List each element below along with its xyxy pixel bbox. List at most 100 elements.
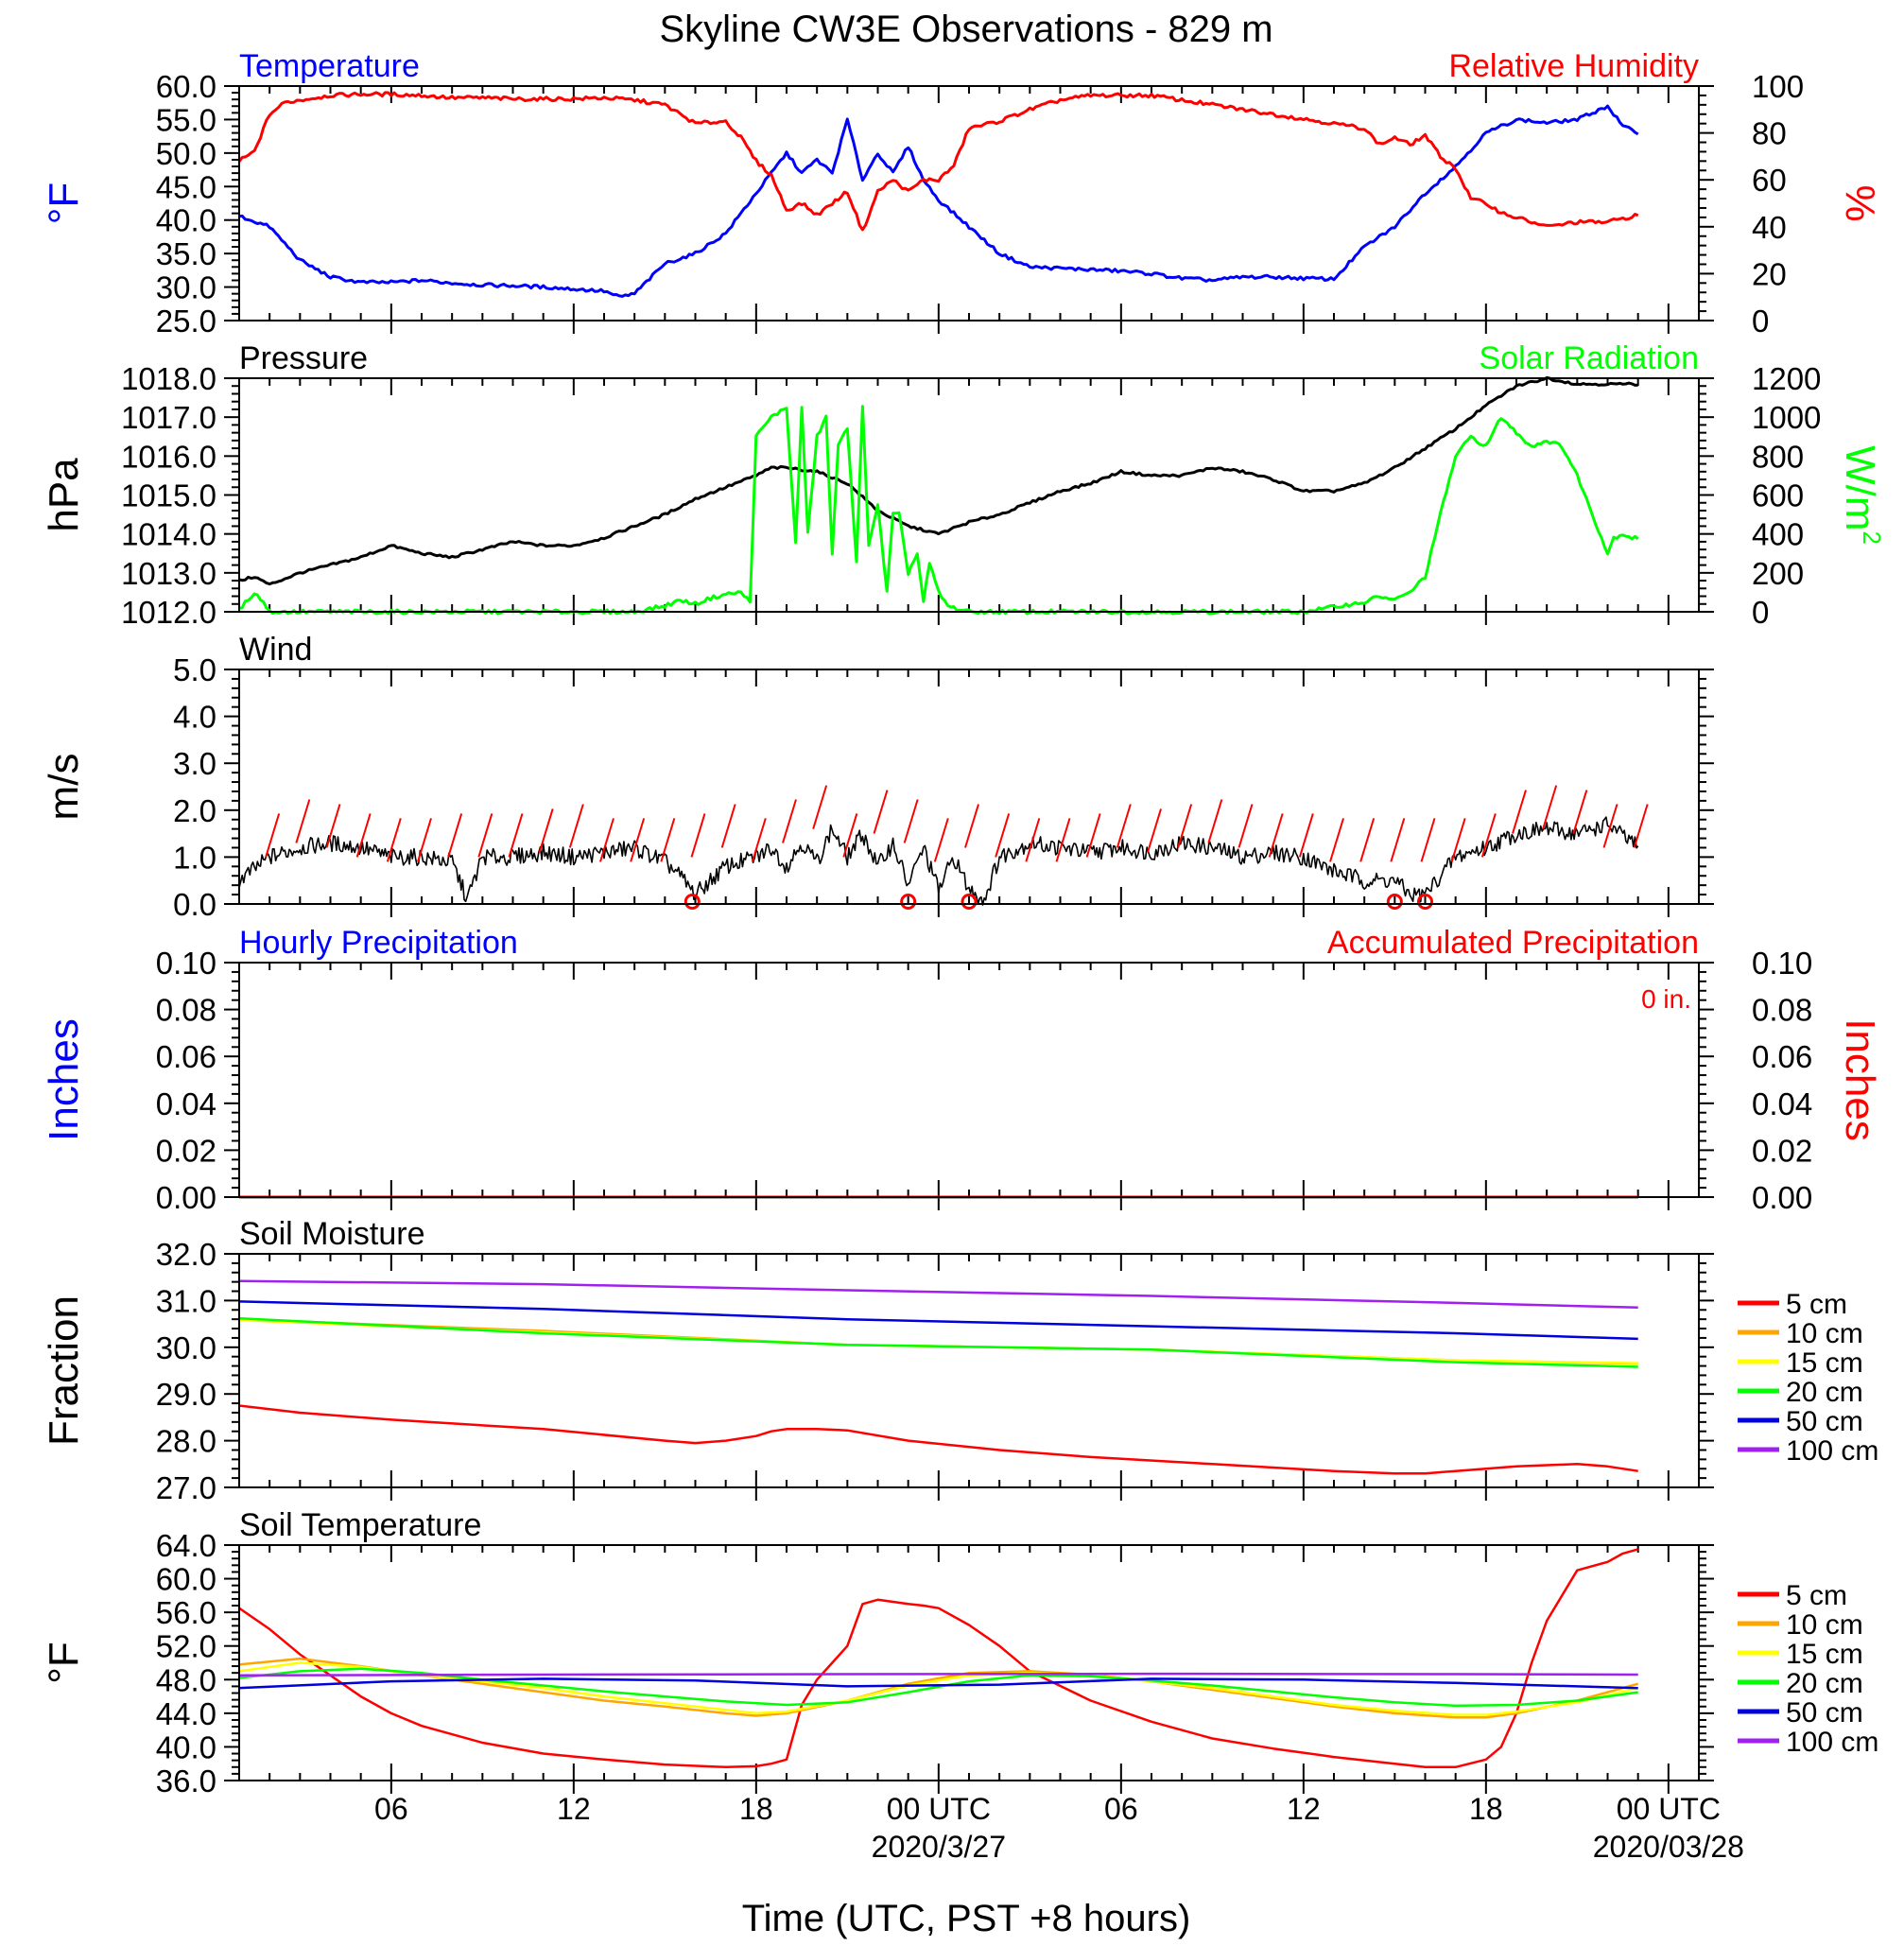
legend-label: 20 cm [1786, 1377, 1863, 1408]
wind-barb [477, 813, 493, 858]
wind-barb [690, 813, 706, 858]
wind-barb [538, 808, 554, 853]
legend-label: 50 cm [1786, 1697, 1863, 1729]
calm-marker [961, 894, 978, 911]
y-tick-label: 30.0 [156, 1330, 216, 1365]
y-tick-label: 28.0 [156, 1424, 216, 1459]
y-tick-label: 0.0 [173, 887, 216, 922]
wind-barb [325, 804, 341, 848]
series-line-wind [238, 816, 1639, 906]
legend-label: 100 cm [1786, 1727, 1878, 1758]
y-tick-label: 1.0 [173, 840, 216, 875]
series-line-20-cm [238, 1316, 1638, 1368]
panel-title-left: Wind [239, 632, 312, 668]
panel-title-left: Soil Moisture [239, 1216, 425, 1252]
wind-barb [1450, 818, 1466, 862]
y-tick-label-right: 800 [1752, 439, 1804, 474]
series-line-100-cm [238, 1279, 1638, 1310]
y-tick-label-right: 0.10 [1752, 946, 1812, 981]
legend-label: 10 cm [1786, 1609, 1863, 1641]
calm-marker [900, 894, 917, 911]
y-tick-label: 32.0 [156, 1237, 216, 1272]
wind-barb [447, 813, 463, 858]
panel-frame [238, 85, 1700, 321]
wind-barb [1542, 785, 1558, 829]
panel-2: 1012.0 1013.0 1014.0 1015.0 1016.0 1017.0 1018… [41, 340, 1886, 630]
wind-barb [386, 818, 402, 862]
x-tick-label: 12 [1287, 1792, 1321, 1826]
wind-barb [355, 813, 372, 858]
wind-barb [1602, 804, 1618, 848]
wind-barb [1025, 818, 1041, 862]
y-tick-label: 35.0 [156, 236, 216, 271]
y-tick-label: 4.0 [173, 700, 216, 735]
panel-title-right: Relative Humidity [1448, 48, 1699, 84]
y-tick-label: 0.08 [156, 993, 216, 1028]
panel-title-left: Hourly Precipitation [239, 925, 518, 961]
y-tick-label: 30.0 [156, 270, 216, 305]
wind-barb [720, 804, 736, 848]
y-tick-label: 1018.0 [121, 361, 216, 396]
y-tick-label: 1017.0 [121, 400, 216, 435]
series-line-20-cm [238, 1667, 1638, 1708]
y-tick-label: 1015.0 [121, 478, 216, 513]
y-tick-label: 60.0 [156, 69, 216, 104]
wind-barb [812, 785, 828, 829]
y-tick-label: 0.10 [156, 946, 216, 981]
x-date-label: 2020/03/28 [1593, 1830, 1744, 1864]
y-axis-label-left: °F [41, 1642, 87, 1683]
wind-barb [964, 804, 979, 848]
wind-barb [1207, 799, 1223, 843]
panels: 25.030.035.040.045.050.055.060.002040608… [41, 48, 1886, 1798]
panel-title-right: Solar Radiation [1480, 340, 1699, 376]
y-axis-label-right: Inches [1837, 1018, 1883, 1141]
y-tick-label: 1012.0 [121, 595, 216, 630]
wind-barb [660, 818, 676, 862]
wind-barb [265, 813, 281, 858]
y-tick-label: 29.0 [156, 1377, 216, 1412]
wind-barb [1147, 808, 1162, 853]
y-tick-label-right: 0.04 [1752, 1086, 1812, 1121]
y-tick-label: 0.06 [156, 1039, 216, 1074]
y-axis-label-left: m/s [41, 754, 87, 821]
y-tick-label-right: 0.06 [1752, 1039, 1812, 1074]
y-tick-label: 5.0 [173, 652, 216, 687]
series-line-10-cm [238, 1317, 1638, 1365]
y-tick-label: 56.0 [156, 1595, 216, 1630]
y-tick-label: 60.0 [156, 1562, 216, 1597]
y-tick-label-right: 400 [1752, 517, 1804, 552]
panel-frame [238, 1253, 1700, 1488]
y-tick-label: 0.04 [156, 1086, 216, 1121]
x-axis: 06 12 18 00 UTC 2020/3/27 06 12 18 00 UTC 2020/03… [374, 1792, 1744, 1864]
series-line-15-cm [238, 1661, 1638, 1716]
calm-marker [1417, 894, 1433, 911]
y-tick-label-right: 80 [1752, 116, 1787, 151]
calm-marker [1386, 894, 1403, 911]
wind-barb [1177, 804, 1193, 848]
y-tick-label: 45.0 [156, 169, 216, 204]
panel-1: 25.030.035.040.045.050.055.060.0 0 20 40 60 8… [41, 48, 1883, 339]
y-axis-label-right: W/m2 [1837, 445, 1886, 545]
wind-barb [1480, 813, 1497, 858]
y-axis-label-left: Inches [41, 1018, 87, 1141]
y-tick-label-right: 1000 [1752, 400, 1821, 435]
wind-barb [751, 818, 767, 862]
series-line-temperature [238, 104, 1639, 298]
wind-barb [1116, 804, 1132, 848]
y-tick-label: 52.0 [156, 1629, 216, 1664]
y-tick-label-right: 20 [1752, 256, 1787, 291]
wind-barb [417, 818, 432, 862]
legend-label: 20 cm [1786, 1668, 1863, 1699]
y-tick-label: 64.0 [156, 1528, 216, 1563]
series-line-solar-radiation [238, 405, 1639, 616]
y-tick-label: 44.0 [156, 1696, 216, 1731]
y-axis-label-left: °F [41, 182, 87, 224]
wind-barb [1298, 813, 1314, 858]
x-tick-label: 06 [1104, 1792, 1138, 1826]
y-tick-label: 36.0 [156, 1764, 216, 1798]
y-tick-label: 1016.0 [121, 439, 216, 474]
wind-barb [630, 818, 646, 862]
wind-barb [1390, 818, 1406, 862]
series-line-relative-humidity [237, 91, 1639, 232]
x-axis-label: Time (UTC, PST +8 hours) [742, 1898, 1191, 1939]
